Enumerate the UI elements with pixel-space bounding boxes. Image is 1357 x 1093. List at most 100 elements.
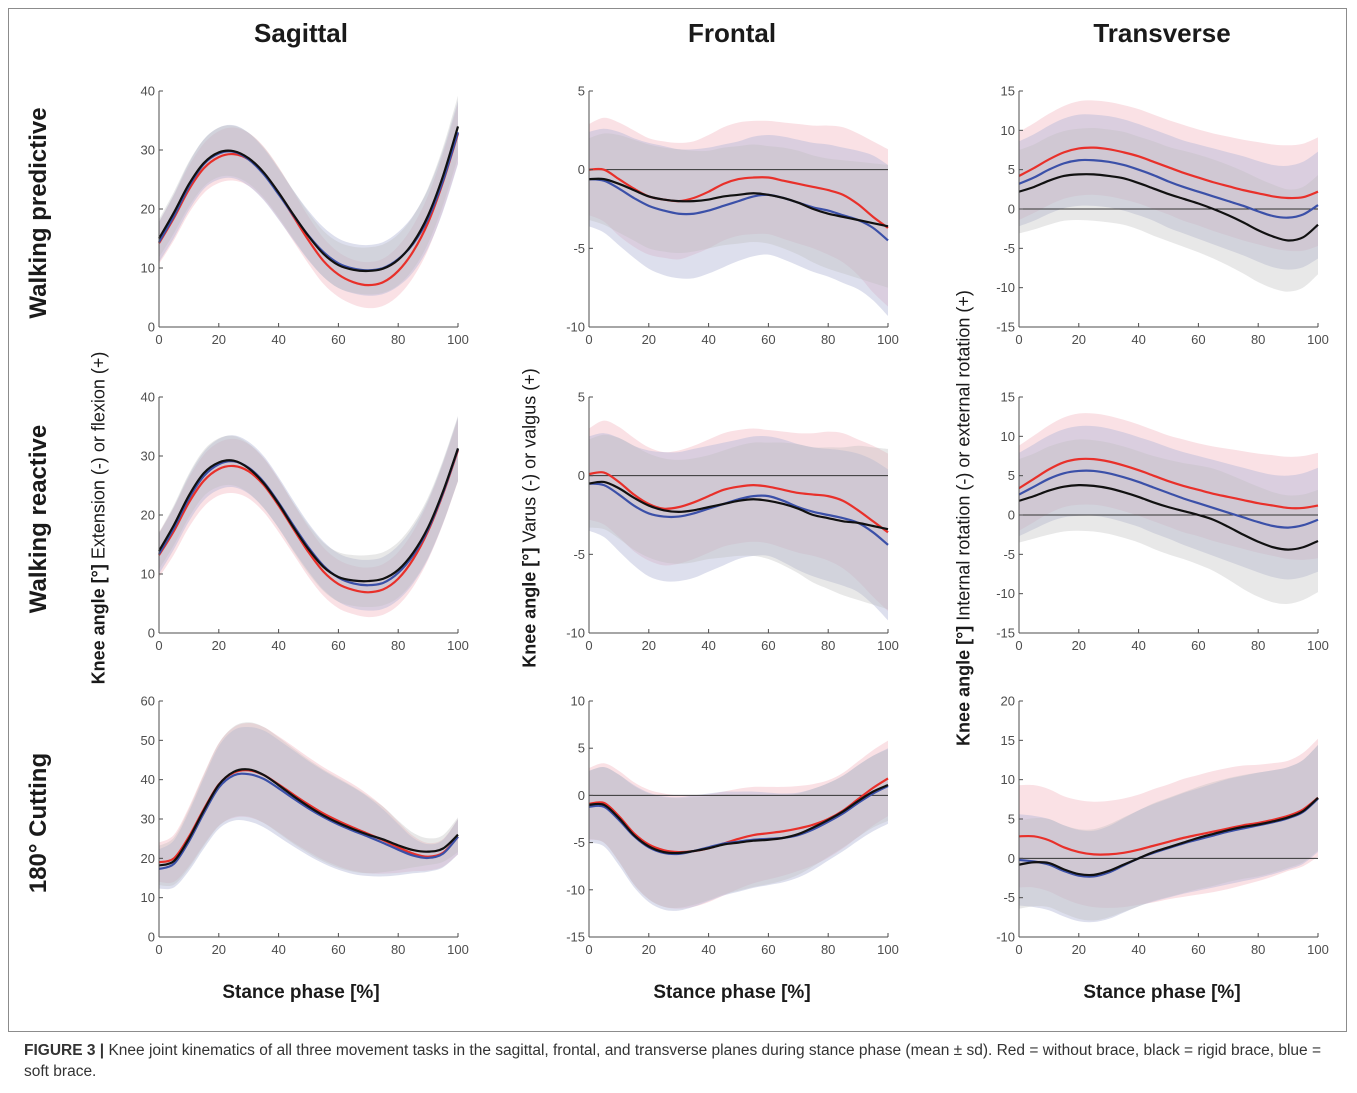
x-tick-label: 80 bbox=[391, 942, 405, 957]
x-tick-label: 20 bbox=[212, 332, 226, 347]
column-title-transverse: Transverse bbox=[1093, 18, 1231, 48]
x-tick-label: 20 bbox=[642, 942, 656, 957]
x-tick-label: 0 bbox=[155, 942, 162, 957]
mean-line-black bbox=[588, 480, 889, 531]
x-tick-label: 20 bbox=[642, 332, 656, 347]
row-title-cutting: 180° Cutting bbox=[25, 752, 52, 894]
sd-band-red bbox=[589, 420, 888, 611]
mean-line-blue bbox=[588, 482, 889, 546]
y-tick-label: -15 bbox=[996, 626, 1015, 641]
chart-sagittal-2: 0 10 20 30 40 0 20 40 60 80 100 bbox=[141, 390, 469, 654]
y-tick-label: 40 bbox=[141, 84, 155, 99]
x-tick-label: 80 bbox=[821, 332, 835, 347]
x-tick-label: 60 bbox=[331, 942, 345, 957]
figure-caption: FIGURE 3 | Knee joint kinematics of all … bbox=[24, 1040, 1334, 1082]
y-tick-label: 10 bbox=[141, 567, 155, 582]
mean-line-blue bbox=[1018, 469, 1319, 529]
y-tick-label: 40 bbox=[141, 390, 155, 405]
x-tick-label: 40 bbox=[271, 332, 285, 347]
x-axis-label-frontal: Stance phase [%] bbox=[653, 982, 811, 1003]
caption-label: FIGURE 3 | bbox=[24, 1042, 105, 1059]
y-tick-label: 20 bbox=[1001, 694, 1015, 709]
x-tick-label: 80 bbox=[1251, 638, 1265, 653]
chart-transverse-2: -15 -10 -5 0 5 10 15 0 20 40 60 80 100 bbox=[996, 390, 1329, 654]
y-tick-label: 0 bbox=[148, 930, 155, 945]
y-tick-label: 0 bbox=[148, 626, 155, 641]
column-title-frontal: Frontal bbox=[687, 18, 777, 48]
x-tick-label: 60 bbox=[331, 638, 345, 653]
mean-line-red bbox=[1018, 796, 1319, 856]
sd-band-black bbox=[159, 95, 458, 295]
sd-band-blue bbox=[1019, 114, 1318, 270]
y-tick-label: 20 bbox=[141, 508, 155, 523]
x-tick-label: 60 bbox=[761, 638, 775, 653]
chart-transverse-3: -10 -5 0 5 10 15 20 0 20 40 60 80 100 bbox=[996, 694, 1329, 958]
y-tick-label: -10 bbox=[996, 280, 1015, 295]
x-tick-label: 40 bbox=[271, 638, 285, 653]
y-tick-label: -10 bbox=[566, 882, 585, 897]
sd-band-red bbox=[159, 103, 458, 309]
y-tick-label: 0 bbox=[578, 468, 585, 483]
mean-line-red bbox=[1018, 457, 1319, 510]
x-tick-label: 20 bbox=[212, 638, 226, 653]
y-tick-label: -5 bbox=[573, 241, 585, 256]
x-tick-label: 80 bbox=[821, 638, 835, 653]
x-tick-label: 20 bbox=[1072, 332, 1086, 347]
x-tick-label: 0 bbox=[155, 638, 162, 653]
y-tick-label: -5 bbox=[1003, 241, 1015, 256]
sd-band-blue bbox=[159, 100, 458, 296]
x-tick-label: 40 bbox=[1131, 638, 1145, 653]
y-axis-label-frontal: Knee angle [°] Varus (-) or valgus (+) bbox=[519, 368, 540, 668]
x-tick-label: 20 bbox=[1072, 942, 1086, 957]
x-tick-label: 80 bbox=[391, 332, 405, 347]
x-axis-label-sagittal: Stance phase [%] bbox=[222, 982, 380, 1003]
x-tick-label: 20 bbox=[1072, 638, 1086, 653]
x-tick-label: 40 bbox=[701, 638, 715, 653]
y-tick-label: -5 bbox=[573, 835, 585, 850]
x-tick-label: 100 bbox=[447, 332, 469, 347]
x-tick-label: 40 bbox=[701, 942, 715, 957]
y-tick-label: -15 bbox=[996, 320, 1015, 335]
y-tick-label: 10 bbox=[571, 694, 585, 709]
x-tick-label: 60 bbox=[331, 332, 345, 347]
y-tick-label: 5 bbox=[1008, 812, 1015, 827]
y-axis-label-transverse: Knee angle [°] Internal rotation (-) or … bbox=[953, 290, 974, 746]
y-tick-label: -5 bbox=[1003, 890, 1015, 905]
x-tick-label: 80 bbox=[1251, 942, 1265, 957]
y-tick-label: 10 bbox=[1001, 772, 1015, 787]
y-tick-label: -10 bbox=[566, 626, 585, 641]
mean-line-red bbox=[158, 133, 460, 287]
y-tick-label: -10 bbox=[996, 930, 1015, 945]
x-tick-label: 60 bbox=[761, 942, 775, 957]
y-tick-label: -5 bbox=[1003, 547, 1015, 562]
y-tick-label: 15 bbox=[1001, 84, 1015, 99]
y-tick-label: 5 bbox=[578, 741, 585, 756]
mean-line-black bbox=[1018, 796, 1319, 877]
sd-band-blue bbox=[589, 128, 888, 316]
x-axis-label-transverse: Stance phase [%] bbox=[1083, 982, 1241, 1003]
sd-band-black bbox=[589, 133, 888, 288]
x-tick-label: 100 bbox=[877, 332, 899, 347]
x-tick-label: 0 bbox=[1015, 638, 1022, 653]
sd-band-red bbox=[1019, 738, 1318, 908]
chart-frontal-1: -10 -5 0 5 0 20 40 60 80 100 bbox=[566, 84, 899, 348]
y-tick-label: -10 bbox=[996, 586, 1015, 601]
x-tick-label: 60 bbox=[1191, 332, 1205, 347]
y-tick-label: 15 bbox=[1001, 390, 1015, 405]
y-tick-label: 0 bbox=[148, 320, 155, 335]
x-tick-label: 80 bbox=[821, 942, 835, 957]
x-tick-label: 0 bbox=[585, 638, 592, 653]
x-tick-label: 80 bbox=[391, 638, 405, 653]
sd-band-blue bbox=[589, 748, 888, 911]
mean-line-black bbox=[1018, 483, 1319, 551]
y-tick-label: 0 bbox=[1008, 202, 1015, 217]
chart-sagittal-1: 0 10 20 30 40 0 20 40 60 80 100 bbox=[141, 84, 469, 348]
y-tick-label: 15 bbox=[1001, 733, 1015, 748]
y-tick-label: 10 bbox=[141, 261, 155, 276]
sd-band-black bbox=[589, 434, 888, 610]
y-tick-label: 30 bbox=[141, 143, 155, 158]
y-tick-label: 40 bbox=[141, 772, 155, 787]
chart-transverse-1: -15 -10 -5 0 5 10 15 0 20 40 60 80 100 bbox=[996, 84, 1329, 348]
caption-text: Knee joint kinematics of all three movem… bbox=[24, 1042, 1322, 1080]
y-tick-label: -10 bbox=[566, 320, 585, 335]
